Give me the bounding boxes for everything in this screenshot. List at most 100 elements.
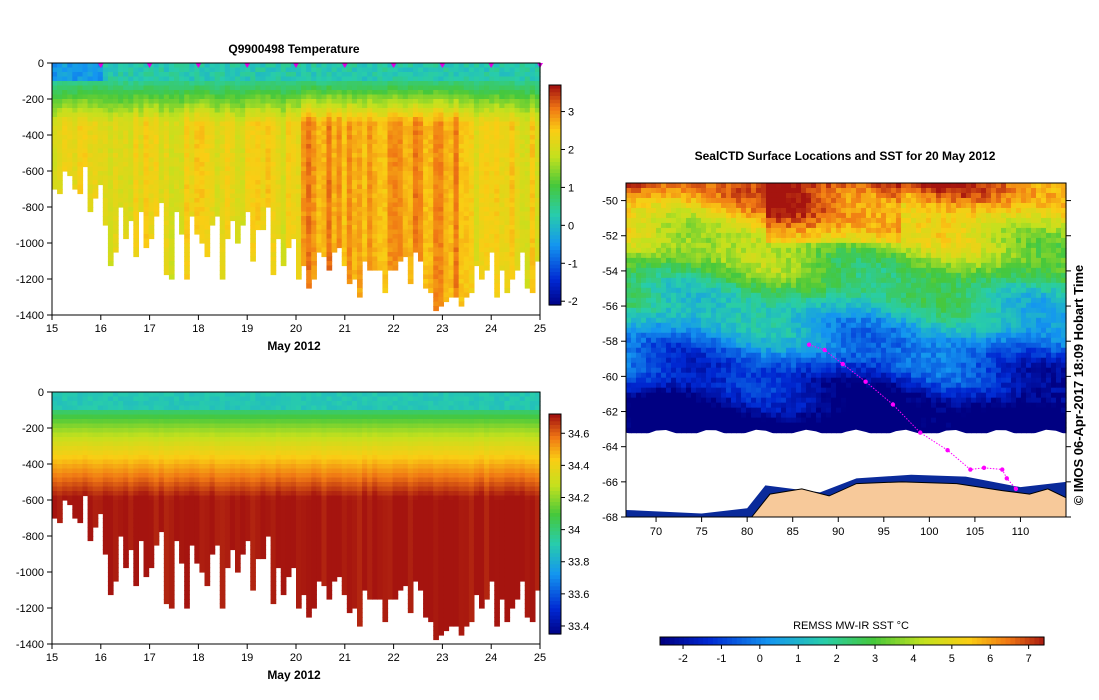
section-cell [311,67,317,73]
section-cell [123,135,129,141]
section-cell [255,139,262,145]
section-cell [148,509,155,515]
section-cell [443,261,450,267]
section-cell [133,144,140,150]
section-cell [118,464,124,470]
section-cell [458,193,465,199]
section-cell [199,234,206,240]
section-cell [428,274,434,280]
section-cell [458,103,465,109]
section-cell [392,72,399,78]
section-cell [311,171,317,177]
section-cell [346,76,353,82]
section-cell [128,473,134,479]
section-cell [290,162,297,168]
y-tick-label: -800 [22,202,44,214]
section-cell [133,410,140,416]
section-cell [494,283,500,289]
section-cell [428,144,434,150]
section-cell [52,504,58,510]
section-cell [235,63,241,69]
section-cell [118,144,124,150]
section-cell [52,162,58,168]
section-cell [97,117,104,123]
section-cell [453,126,460,132]
section-cell [377,63,384,69]
section-cell [174,144,180,150]
section-cell [265,108,272,114]
section-cell [72,76,79,82]
section-cell [316,139,323,145]
section-cell [489,166,495,172]
section-cell [148,85,155,91]
section-cell [57,144,63,150]
section-cell [107,428,114,434]
colorbar-swatch [549,184,561,189]
section-cell [245,103,251,109]
section-cell [509,270,516,276]
section-cell [494,130,500,136]
section-cell [321,121,328,127]
section-cell [534,94,541,100]
section-cell [158,67,165,73]
section-cell [331,243,338,249]
section-cell [484,153,490,159]
section-cell [509,94,516,100]
section-cell [494,175,500,181]
section-cell [529,238,536,244]
section-cell [72,162,79,168]
section-cell [77,468,84,474]
section-cell [382,126,389,132]
section-cell [499,144,506,150]
section-cell [163,419,170,425]
section-cell [534,76,541,82]
section-cell [209,216,216,222]
section-cell [138,76,145,82]
section-cell [153,495,160,501]
section-cell [290,108,297,114]
section-cell [473,189,480,195]
section-cell [499,229,506,235]
section-cell [174,76,180,82]
section-cell [280,72,287,78]
section-cell [412,67,419,73]
section-cell [453,283,460,289]
section-cell [504,126,511,132]
section-cell [163,522,170,528]
section-cell [407,189,414,195]
section-cell [296,229,302,235]
section-cell [524,157,531,163]
section-cell [118,419,124,425]
section-cell [321,193,328,199]
section-cell [458,211,465,217]
section-cell [128,545,134,551]
section-cell [209,117,216,123]
section-cell [504,252,511,258]
section-cell [118,157,124,163]
section-cell [235,130,241,136]
section-cell [179,193,185,199]
colorbar-swatch [549,92,561,97]
section-cell [189,72,195,78]
section-cell [270,171,277,177]
section-cell [133,482,140,488]
section-cell [128,94,134,100]
section-cell [163,468,170,474]
section-cell [87,175,94,181]
section-cell [402,135,409,141]
section-cell [397,103,404,109]
colorbar-tick-label: 3 [568,107,574,119]
section-cell [489,121,495,127]
section-cell [494,135,500,141]
section-cell [143,401,150,407]
section-cell [392,139,399,145]
section-cell [372,243,378,249]
section-cell [362,67,368,73]
section-cell [143,135,150,141]
section-cell [72,428,79,434]
section-cell [113,464,119,470]
section-cell [433,126,439,132]
section-cell [438,135,445,141]
section-cell [296,274,302,280]
section-cell [534,162,541,168]
